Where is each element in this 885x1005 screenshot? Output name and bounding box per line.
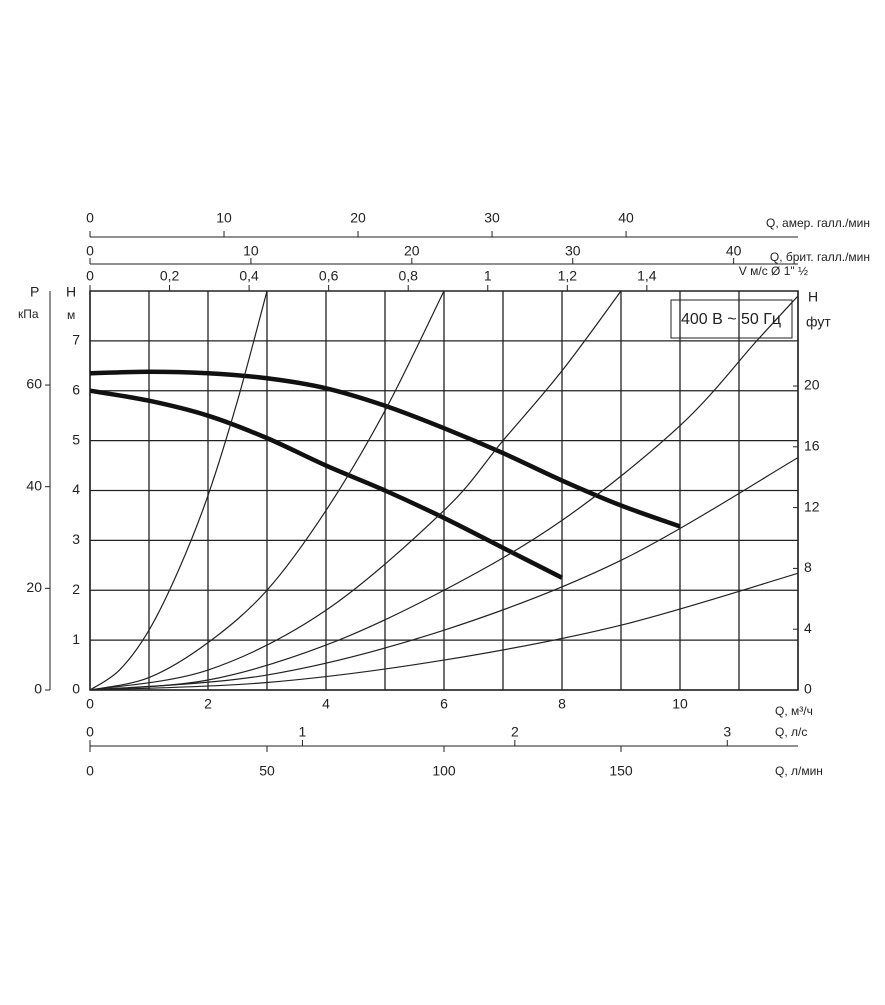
- x-tick-label: 10: [672, 696, 688, 712]
- y2-tick-label: 0: [804, 681, 812, 697]
- x-axis-tick-label: 30: [484, 210, 500, 226]
- x-tick-label: 8: [558, 696, 566, 712]
- pump-curve: [90, 369, 681, 529]
- y2-tick-label: 12: [804, 498, 820, 514]
- y-tick-label: 2: [72, 581, 80, 597]
- y2-axis-unit: фут: [806, 314, 831, 330]
- x-axis-tick-label: 1: [299, 724, 307, 740]
- y2-tick-label: 16: [804, 438, 820, 454]
- annotation-box: [670, 299, 793, 339]
- p-axis-unit: кПа: [18, 307, 39, 321]
- x-axis-tick-label: 1,2: [558, 268, 578, 284]
- x-axis-tick-label: 100: [432, 763, 456, 779]
- x-axis-tick-label: 0: [86, 268, 94, 284]
- x-axis-tick-label: 0,6: [319, 268, 339, 284]
- x-axis-tick-label: 1,4: [637, 268, 657, 284]
- x-axis-tick-label: 1: [484, 268, 492, 284]
- x-axis-tick-label: 0,2: [160, 268, 180, 284]
- p-axis-label: P: [30, 284, 39, 300]
- x-axis-label: Q, амер. галл./мин: [766, 216, 870, 230]
- annotation: 400 В ~ 50 Гц: [681, 311, 781, 328]
- x-axis-tick-label: 150: [609, 763, 633, 779]
- y-tick-label: 5: [72, 431, 80, 447]
- x-axis-tick-label: 40: [726, 243, 742, 259]
- y2-tick-label: 20: [804, 377, 820, 393]
- x-axis-label: Q, брит. галл./мин: [770, 250, 870, 264]
- x-tick-label: 2: [204, 696, 212, 712]
- y-tick-label: 4: [72, 481, 80, 497]
- x-axis-tick-label: 20: [404, 243, 420, 259]
- y-tick-label: 7: [72, 332, 80, 348]
- x-axis-tick-label: 0: [86, 724, 94, 740]
- y-tick-label: 1: [72, 631, 80, 647]
- x-axis-tick-label: 3: [723, 724, 731, 740]
- x-axis-tick-label: 20: [350, 210, 366, 226]
- x-axis-tick-label: 0: [86, 243, 94, 259]
- system-curve: [90, 572, 798, 690]
- p-tick-label: 40: [26, 477, 42, 493]
- y2-tick-label: 8: [804, 559, 812, 575]
- y-tick-label: 0: [72, 681, 80, 697]
- x-axis-label: Q, л/мин: [775, 764, 823, 778]
- system-curve: [90, 295, 798, 690]
- x-axis-tick-label: 50: [259, 763, 275, 779]
- p-tick-label: 0: [34, 681, 42, 697]
- x-axis-tick-label: 40: [618, 210, 634, 226]
- y2-tick-label: 4: [804, 620, 812, 636]
- pump-curve: [90, 388, 564, 580]
- x-tick-label: 0: [86, 696, 94, 712]
- system-curve: [90, 291, 445, 690]
- x-axis-label: V м/с Ø 1" ½: [739, 264, 808, 278]
- p-tick-label: 20: [26, 579, 42, 595]
- system-curve: [90, 457, 798, 690]
- x-axis-label: Q, м³/ч: [775, 704, 813, 718]
- curves: [90, 291, 798, 690]
- system-curve: [90, 291, 268, 690]
- system-curve: [90, 291, 622, 690]
- y-axis-unit: м: [67, 308, 75, 322]
- x-axis-tick-label: 0,4: [239, 268, 259, 284]
- y2-axis-label: H: [808, 289, 818, 305]
- x-tick-label: 6: [440, 696, 448, 712]
- y-tick-label: 3: [72, 531, 80, 547]
- x-axis-tick-label: 2: [511, 724, 519, 740]
- y-tick-label: 6: [72, 381, 80, 397]
- y-axis-label: H: [66, 284, 76, 300]
- x-axis-tick-label: 30: [565, 243, 581, 259]
- x-axis-tick-label: 10: [243, 243, 259, 259]
- x-axis-label: Q, л/с: [775, 725, 807, 739]
- x-axis-tick-label: 0,8: [398, 268, 418, 284]
- x-axis-tick-label: 0: [86, 763, 94, 779]
- x-tick-label: 4: [322, 696, 330, 712]
- x-axis-tick-label: 10: [216, 210, 232, 226]
- x-axis-tick-label: 0: [86, 210, 94, 226]
- p-tick-label: 60: [26, 376, 42, 392]
